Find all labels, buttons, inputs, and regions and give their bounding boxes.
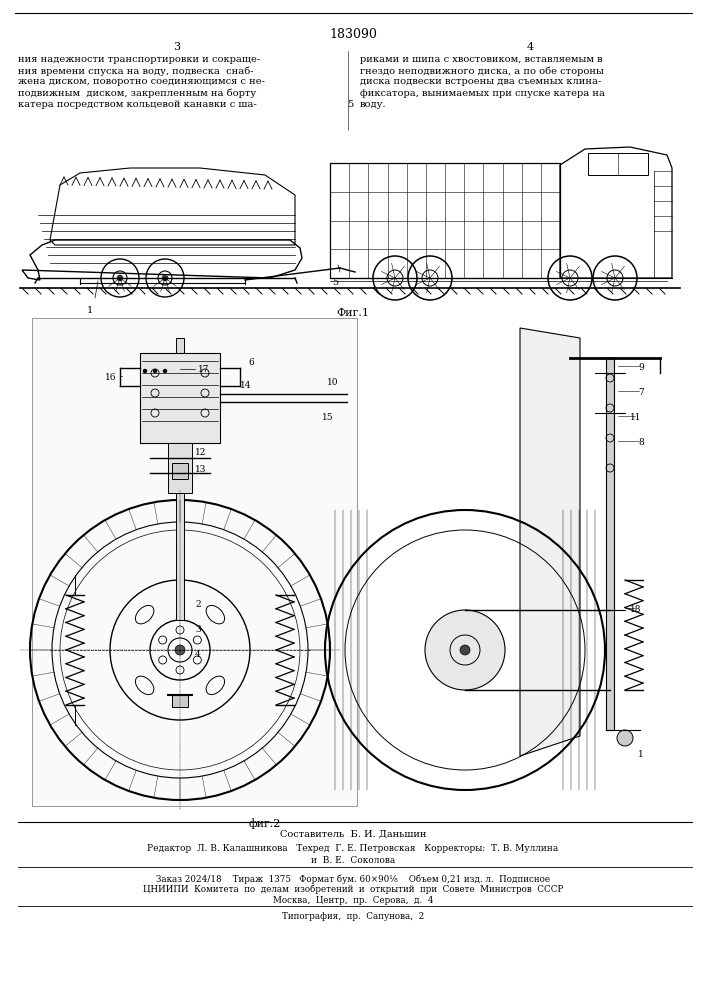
Text: гнездо неподвижного диска, а по обе стороны: гнездо неподвижного диска, а по обе стор… bbox=[360, 66, 604, 76]
Polygon shape bbox=[520, 328, 580, 756]
Circle shape bbox=[162, 275, 168, 281]
Text: 4: 4 bbox=[195, 650, 201, 659]
Bar bbox=[140, 353, 220, 443]
Text: диска подвески встроены два съемных клина-: диска подвески встроены два съемных клин… bbox=[360, 77, 602, 86]
Circle shape bbox=[425, 610, 505, 690]
Text: 3: 3 bbox=[173, 42, 180, 52]
Bar bbox=[172, 463, 188, 479]
Text: 18: 18 bbox=[630, 605, 641, 614]
Text: 16: 16 bbox=[105, 373, 117, 382]
Text: 8: 8 bbox=[638, 438, 644, 447]
Text: Редактор  Л. В. Калашникова   Техред  Г. Е. Петровская   Корректоры:  Т. В. Мулл: Редактор Л. В. Калашникова Техред Г. Е. … bbox=[147, 844, 559, 853]
Circle shape bbox=[117, 275, 123, 281]
Text: Составитель  Б. И. Даньшин: Составитель Б. И. Даньшин bbox=[280, 830, 426, 839]
Text: и  В. Е.  Соколова: и В. Е. Соколова bbox=[311, 856, 395, 865]
Bar bbox=[32, 318, 357, 806]
Text: Типография,  пр.  Сапунова,  2: Типография, пр. Сапунова, 2 bbox=[282, 912, 424, 921]
Text: подвижным  диском, закрепленным на борту: подвижным диском, закрепленным на борту bbox=[18, 89, 256, 98]
Circle shape bbox=[143, 369, 147, 373]
Text: катера посредством кольцевой канавки с ша-: катера посредством кольцевой канавки с ш… bbox=[18, 100, 257, 109]
Text: фиг.2: фиг.2 bbox=[249, 818, 281, 829]
Bar bbox=[172, 695, 188, 707]
Text: Фиг.1: Фиг.1 bbox=[337, 308, 370, 318]
Text: ния времени спуска на воду, подвеска  снаб-: ния времени спуска на воду, подвеска сна… bbox=[18, 66, 254, 76]
Text: 1: 1 bbox=[87, 306, 93, 315]
Text: 11: 11 bbox=[630, 413, 641, 422]
Bar bbox=[606, 358, 614, 730]
Text: 1: 1 bbox=[638, 750, 644, 759]
Text: 13: 13 bbox=[195, 465, 206, 474]
Text: ЦНИИПИ  Комитета  по  делам  изобретений  и  открытий  при  Совете  Министров  С: ЦНИИПИ Комитета по делам изобретений и о… bbox=[143, 885, 563, 894]
Bar bbox=[588, 153, 648, 175]
Text: 14: 14 bbox=[240, 381, 252, 390]
Circle shape bbox=[617, 730, 633, 746]
Circle shape bbox=[460, 645, 470, 655]
Text: 15: 15 bbox=[322, 413, 334, 422]
Text: риками и шипа с хвостовиком, вставляемым в: риками и шипа с хвостовиком, вставляемым… bbox=[360, 55, 602, 64]
Text: Заказ 2024/18    Тираж  1375   Формат бум. 60×90¹⁄₈    Объем 0,21 изд. л.  Подпи: Заказ 2024/18 Тираж 1375 Формат бум. 60×… bbox=[156, 874, 550, 884]
Text: 2: 2 bbox=[195, 600, 201, 609]
Circle shape bbox=[175, 645, 185, 655]
Text: воду.: воду. bbox=[360, 100, 387, 109]
Text: фиксатора, вынимаемых при спуске катера на: фиксатора, вынимаемых при спуске катера … bbox=[360, 89, 605, 98]
Bar bbox=[330, 163, 560, 278]
Text: 3: 3 bbox=[195, 625, 201, 634]
Text: Москва,  Центр,  пр.  Серова,  д.  4: Москва, Центр, пр. Серова, д. 4 bbox=[273, 896, 433, 905]
Text: 9: 9 bbox=[638, 363, 644, 372]
Text: 17: 17 bbox=[198, 365, 209, 374]
Text: 12: 12 bbox=[195, 448, 206, 457]
Text: 5: 5 bbox=[347, 100, 354, 109]
Bar bbox=[176, 338, 184, 620]
Text: 6: 6 bbox=[248, 358, 254, 367]
Text: 4: 4 bbox=[527, 42, 534, 52]
Text: 10: 10 bbox=[327, 378, 339, 387]
Circle shape bbox=[153, 369, 157, 373]
Text: жена диском, поворотно соединяющимся с не-: жена диском, поворотно соединяющимся с н… bbox=[18, 77, 265, 86]
Text: 7: 7 bbox=[638, 388, 644, 397]
Bar bbox=[168, 443, 192, 493]
Circle shape bbox=[163, 369, 167, 373]
Text: 183090: 183090 bbox=[329, 28, 377, 41]
Text: 5: 5 bbox=[332, 278, 338, 287]
Text: ния надежности транспортировки и сокраще-: ния надежности транспортировки и сокраще… bbox=[18, 55, 260, 64]
